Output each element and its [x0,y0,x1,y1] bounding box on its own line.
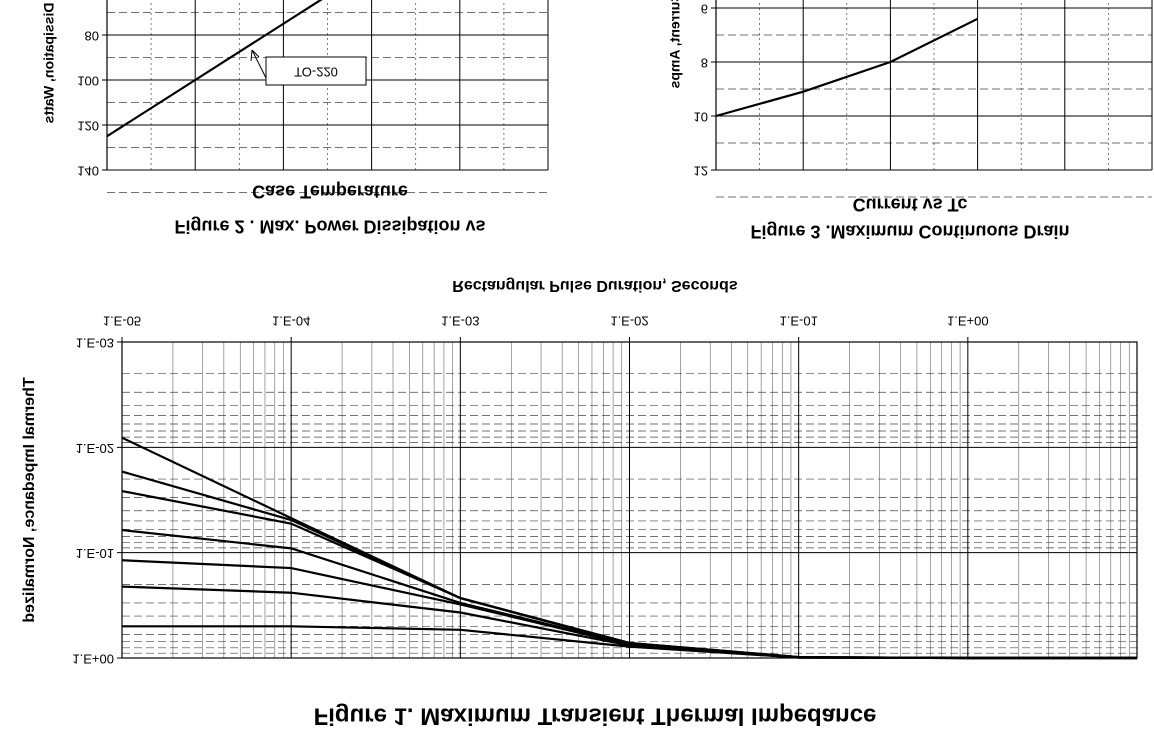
y-tick-label: 80 [85,29,99,44]
x-tick-label: 1.E-05 [103,314,141,329]
x-tick-label: 1.E-04 [272,314,310,329]
y-tick-label: 1.E-02 [76,441,114,456]
plot-frame [121,341,1138,659]
y-tick-label: 120 [77,119,99,134]
arrow-head [250,49,260,62]
y-axis-title: Current, Amps [667,0,683,89]
x-tick-label: 1.E-03 [441,314,479,329]
y-tick-label: 6 [701,2,708,17]
x-tick-label: 1.E+00 [947,314,989,329]
chart-title: Figure 1. Maximum Transient Thermal Impe… [314,703,877,730]
x-axis-title: Rectangular Pulse Duration, Seconds [452,277,738,294]
chart-title: Case Temperature [252,181,408,201]
series-line [106,0,323,138]
y-tick-label: 12 [694,164,708,179]
chart-title: Figure 2 . Max. Power Dissipation vs [174,216,485,236]
y-tick-label: 1.E+00 [72,652,114,667]
y-axis-title: Power Dissipation, Watts [41,0,57,124]
y-tick-label: 100 [77,74,99,89]
annotation: TO-220 [294,65,338,80]
y-tick-label: 10 [694,110,708,125]
series-line [715,17,979,118]
y-tick-label: 1.E-03 [76,336,114,351]
annotation-arrow [251,49,267,79]
y-tick-label: 8 [701,56,708,71]
x-tick-label: 1.E-01 [780,314,818,329]
x-tick-label: 1.E-02 [610,314,648,329]
flipped-canvas: 1.E-05 1.E-04 1.E-03 1.E-02 1.E-01 1.E+00 1.E-… [21,0,1153,730]
y-tick-label: 1.E-01 [76,546,114,561]
y-tick-label: 140 [77,164,99,179]
series-line [122,625,1137,660]
y-axis-title: Thermal Impedance, Normalized [21,377,38,622]
chart-title: Figure 3 .Maximum Continuous Drain [750,221,1069,241]
chart-title: Current vs Tc [853,194,968,214]
annotation-box [265,56,367,86]
